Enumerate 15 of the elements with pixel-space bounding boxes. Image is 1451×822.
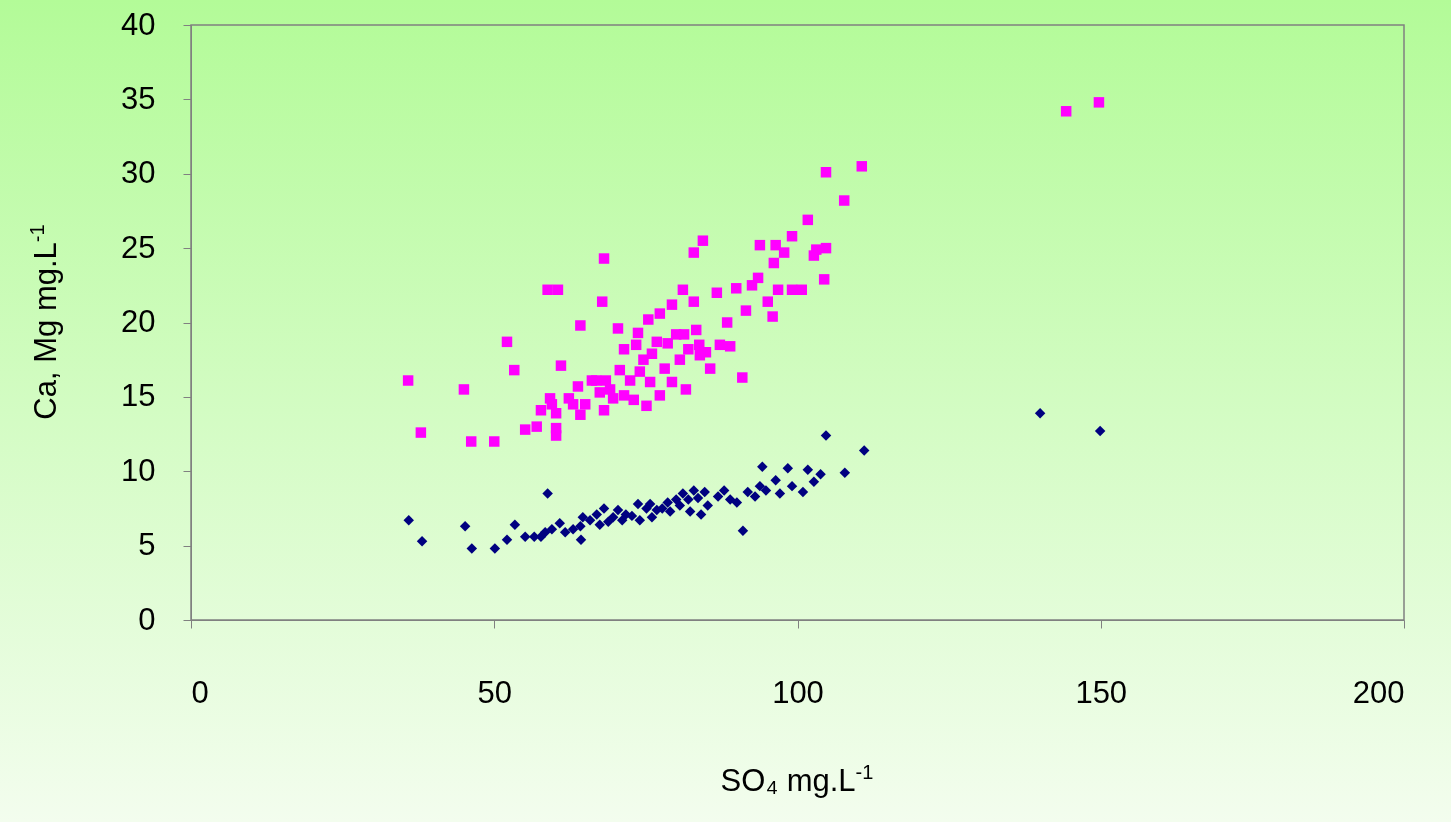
- x-tick-label: 150: [1075, 674, 1128, 710]
- y-tick-label: 10: [121, 452, 156, 488]
- x-tick-label: 0: [191, 674, 209, 710]
- y-tick-label: 30: [121, 155, 156, 191]
- y-tick-label: 20: [121, 304, 156, 339]
- y-tick-label: 0: [138, 601, 156, 637]
- x-axis-title: SO₄ mg.L$^{-1}$: [720, 761, 874, 799]
- x-tick-label: 100: [772, 674, 824, 710]
- x-tick-label: 200: [1352, 674, 1405, 710]
- y-tick-label: 5: [138, 527, 156, 563]
- y-tick-label: 15: [121, 378, 156, 414]
- y-tick-label: 35: [121, 80, 156, 116]
- y-tick-label: 25: [121, 229, 156, 265]
- y-tick-label: 40: [121, 6, 156, 42]
- x-tick-label: 50: [477, 674, 512, 710]
